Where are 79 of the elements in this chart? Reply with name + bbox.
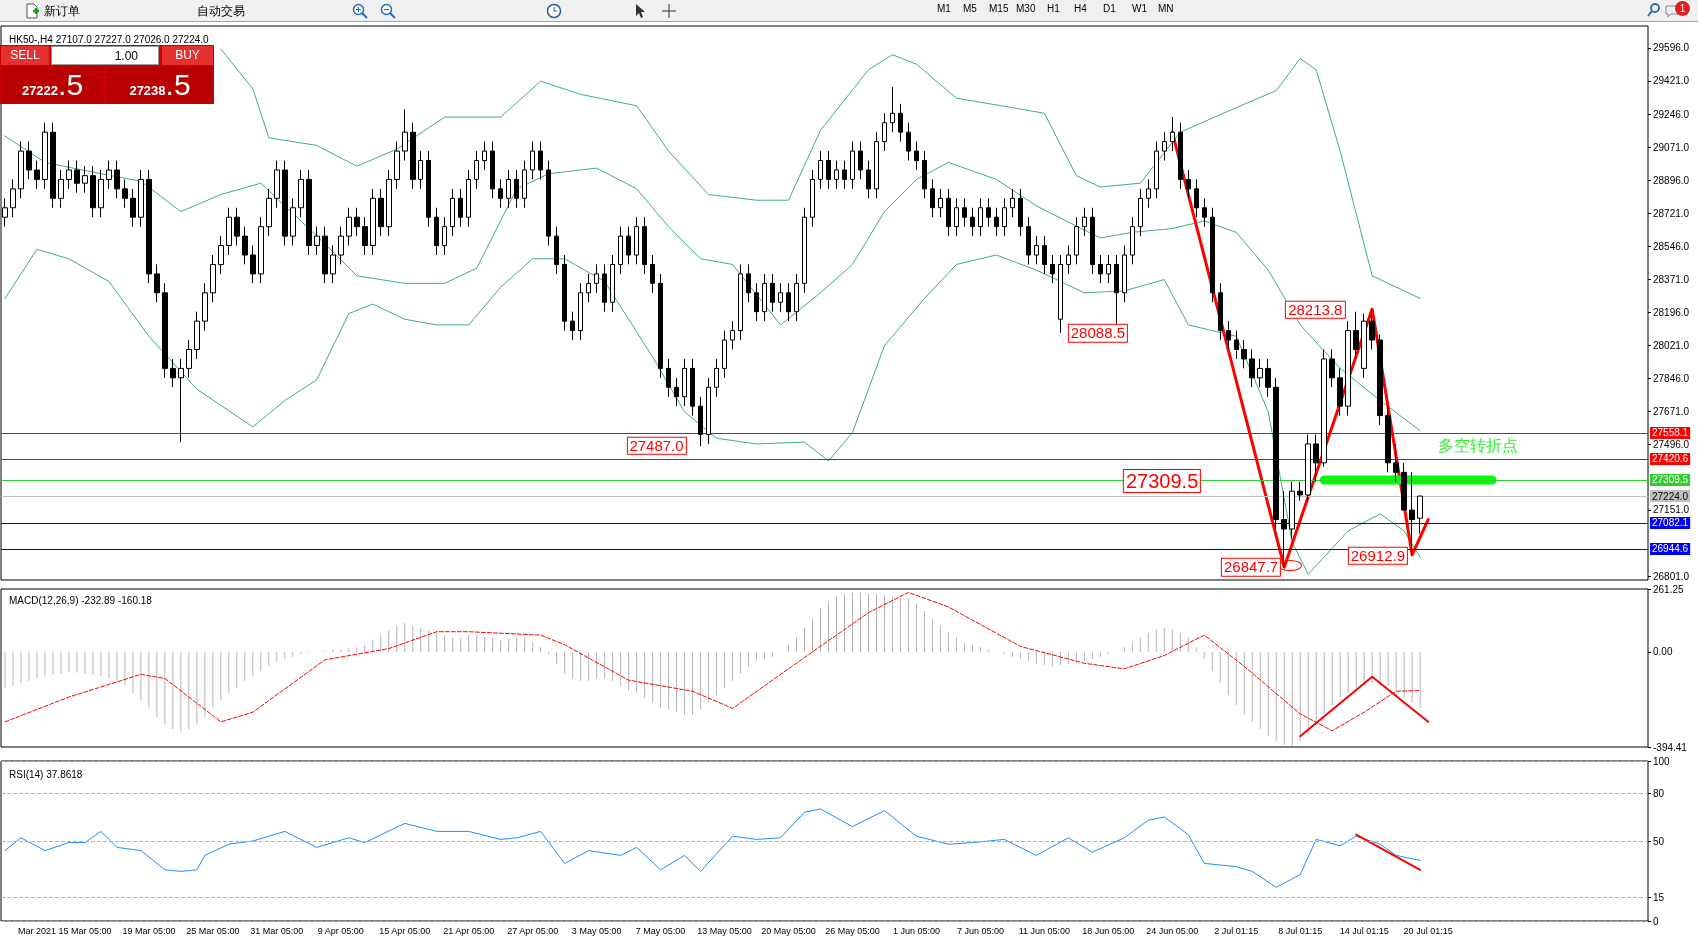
text: M15: [989, 3, 1009, 14]
ref-line-label: 27224.0: [1652, 490, 1689, 502]
y-tick-label: 27151.0: [1653, 504, 1690, 516]
y-tick-label: 28896.0: [1653, 174, 1690, 186]
x-tick-label: 14 Jul 01:15: [1339, 925, 1389, 936]
x-tick-label: 8 Jul 01:15: [1278, 925, 1323, 936]
y-tick-label: 29596.0: [1653, 42, 1690, 54]
ref-line-label: 27420.6: [1652, 453, 1689, 465]
y-tick-label: 29246.0: [1653, 108, 1690, 120]
x-tick-label: 7 Jun 05:00: [956, 925, 1004, 936]
annotation: 28213.8: [1285, 300, 1346, 319]
y-tick-label: 27496.0: [1653, 439, 1690, 451]
text: MN: [1158, 3, 1174, 14]
annotation: SELL: [1, 46, 49, 65]
ref-line-label: 27558.1: [1652, 427, 1689, 439]
annotation: 27309.5: [1122, 468, 1202, 493]
x-tick-label: 24 Jun 05:00: [1146, 925, 1199, 936]
x-tick-label: 27 Apr 05:00: [507, 925, 559, 936]
text: RSI(14) 37.8618: [9, 768, 83, 780]
y-tick-label: 0: [1653, 915, 1659, 927]
x-tick-label: 9 Apr 05:00: [317, 925, 364, 936]
annotation: 27487.0: [626, 436, 687, 456]
text: D1: [1103, 3, 1116, 14]
x-tick-label: 31 Mar 05:00: [250, 925, 304, 936]
text: MACD(12,26,9) -232.89 -160.18: [9, 594, 153, 606]
y-tick-label: 29071.0: [1653, 141, 1690, 153]
x-tick-label: 19 Mar 05:00: [122, 925, 176, 936]
y-tick-label: 28546.0: [1653, 240, 1690, 252]
ref-line-label: 27082.1: [1652, 517, 1689, 529]
y-tick-label: 28721.0: [1653, 207, 1690, 219]
text: M30: [1016, 3, 1036, 14]
text: W1: [1132, 3, 1147, 14]
x-tick-label: 1 Jun 05:00: [892, 925, 940, 936]
x-tick-label: 3 May 05:00: [571, 925, 622, 936]
y-tick-label: 26801.0: [1653, 570, 1690, 582]
x-tick-label: 20 Jul 01:15: [1403, 925, 1453, 936]
annotation: 28088.5: [1067, 324, 1129, 343]
text: M1: [937, 3, 951, 14]
annotation: 27238.5: [129, 68, 191, 101]
y-tick-label: 27671.0: [1653, 406, 1690, 418]
y-tick-label: 28021.0: [1653, 340, 1690, 352]
x-tick-label: Mar 2021: [17, 925, 56, 936]
y-tick-label: 28196.0: [1653, 306, 1690, 318]
text: HK50-,H4 27107.0 27227.0 27026.0 27224.0: [9, 33, 210, 45]
y-tick-label: 28371.0: [1653, 273, 1690, 285]
y-tick-label: 100: [1653, 755, 1671, 767]
annotation: 26912.9: [1347, 546, 1409, 565]
y-tick-label: 50: [1653, 835, 1665, 847]
x-tick-label: 25 Mar 05:00: [186, 925, 240, 936]
annotation: 多空转折点: [1438, 437, 1519, 455]
x-tick-label: 21 Apr 05:00: [443, 925, 495, 936]
text: H4: [1074, 3, 1087, 14]
x-tick-label: 2 Jul 01:15: [1214, 925, 1259, 936]
y-tick-label: 29421.0: [1653, 75, 1690, 87]
y-tick-label: 261.25: [1653, 583, 1685, 595]
x-tick-label: 11 Jun 05:00: [1018, 925, 1071, 936]
x-tick-label: 20 May 05:00: [761, 925, 816, 936]
x-tick-label: 15 Mar 05:00: [58, 925, 112, 936]
x-tick-label: 7 May 05:00: [635, 925, 686, 936]
x-tick-label: 26 May 05:00: [825, 925, 880, 936]
annotation: BUY: [162, 46, 213, 65]
text: 自动交易: [197, 3, 245, 20]
y-tick-label: 15: [1653, 891, 1665, 903]
x-tick-label: 15 Apr 05:00: [379, 925, 431, 936]
y-tick-label: 27846.0: [1653, 373, 1690, 385]
y-tick-label: 80: [1653, 787, 1665, 799]
x-tick-label: 18 Jun 05:00: [1082, 925, 1135, 936]
annotation: 26847.7: [1220, 558, 1282, 577]
x-tick-label: 13 May 05:00: [697, 925, 752, 936]
text: M5: [963, 3, 977, 14]
annotation: 1.00: [51, 46, 159, 65]
text: 1: [1675, 1, 1690, 16]
text: H1: [1047, 3, 1060, 14]
ref-line-label: 26944.6: [1652, 543, 1689, 555]
annotation: 27222.5: [21, 68, 84, 101]
ref-line-label: 27309.5: [1652, 474, 1689, 486]
y-tick-label: 0.00: [1653, 646, 1673, 658]
text: 新订单: [44, 3, 80, 20]
y-tick-label: -394.41: [1653, 741, 1688, 753]
